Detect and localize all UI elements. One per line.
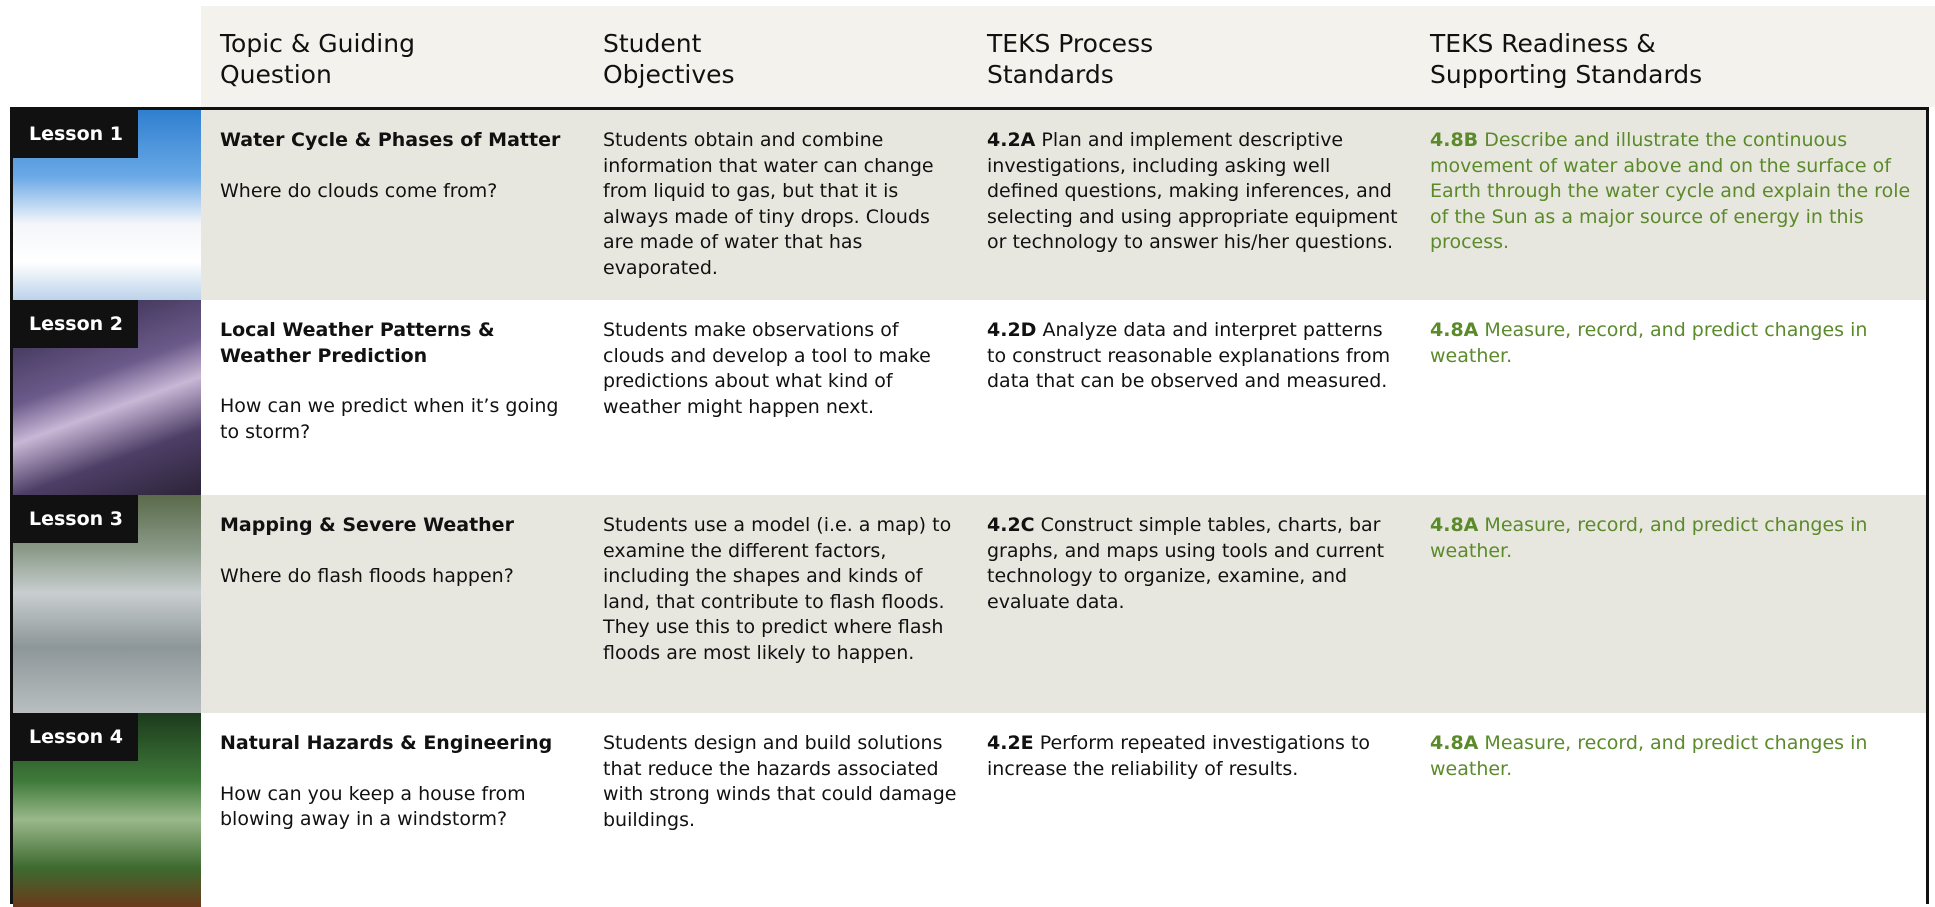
column-header: Student Objectives	[603, 29, 735, 89]
lesson-row: Lesson 3 Mapping & Severe Weather Where do…	[13, 495, 1926, 713]
topic: Local Weather Patterns & Weather Predict…	[220, 319, 495, 367]
readiness-standard: 4.8B Describe and illustrate the continu…	[1430, 128, 1920, 256]
lesson-label: Lesson 2	[13, 300, 138, 348]
topic: Mapping & Severe Weather	[220, 514, 514, 536]
topic: Water Cycle & Phases of Matter	[220, 129, 561, 151]
objectives: Students design and build solutions that…	[603, 732, 957, 831]
standard-text: Describe and illustrate the continuous m…	[1430, 129, 1911, 253]
guiding-question: How can you keep a house from blowing aw…	[220, 782, 526, 831]
lesson-label: Lesson 3	[13, 495, 138, 543]
lesson-label: Lesson 4	[13, 713, 138, 761]
readiness-standard: 4.8A Measure, record, and predict change…	[1430, 731, 1920, 782]
standard-text: Measure, record, and predict changes in …	[1430, 514, 1868, 562]
standard-text: Analyze data and interpret patterns to c…	[987, 319, 1391, 392]
process-standard: 4.2A Plan and implement descriptive inve…	[987, 128, 1407, 256]
objectives: Students obtain and combine information …	[603, 129, 934, 279]
column-header: TEKS Readiness & Supporting Standards	[1430, 29, 1703, 89]
lesson-row: Lesson 2 Local Weather Patterns & Weather…	[13, 300, 1926, 495]
lesson-label: Lesson 1	[13, 110, 138, 158]
column-header: TEKS Process Standards	[987, 29, 1154, 89]
standard-code: 4.2E	[987, 732, 1034, 754]
readiness-standard: 4.8A Measure, record, and predict change…	[1430, 318, 1920, 369]
guiding-question: Where do flash floods happen?	[220, 564, 514, 587]
topic: Natural Hazards & Engineering	[220, 732, 553, 754]
standard-code: 4.8A	[1430, 732, 1479, 754]
readiness-standard: 4.8A Measure, record, and predict change…	[1430, 513, 1920, 564]
objectives: Students make observations of clouds and…	[603, 319, 931, 418]
standard-code: 4.2A	[987, 129, 1036, 151]
guiding-question: Where do clouds come from?	[220, 179, 498, 202]
lesson-row: Lesson 4 Natural Hazards & Engineering How…	[13, 713, 1926, 907]
standard-text: Perform repeated investigations to incre…	[987, 732, 1371, 780]
column-header: Topic & Guiding Question	[220, 29, 415, 89]
process-standard: 4.2D Analyze data and interpret patterns…	[987, 318, 1407, 395]
standard-text: Plan and implement descriptive investiga…	[987, 129, 1398, 253]
table-header: Topic & Guiding Question Student Objecti…	[201, 6, 1935, 107]
standard-code: 4.8A	[1430, 319, 1479, 341]
standard-text: Measure, record, and predict changes in …	[1430, 319, 1868, 367]
lesson-row: Lesson 1 Water Cycle & Phases of Matter Wh…	[13, 110, 1926, 300]
standard-code: 4.8B	[1430, 129, 1479, 151]
standard-code: 4.2D	[987, 319, 1037, 341]
table-body: Lesson 1 Water Cycle & Phases of Matter Wh…	[10, 107, 1929, 907]
standard-text: Construct simple tables, charts, bar gra…	[987, 514, 1385, 613]
topic-cell: Local Weather Patterns & Weather Predict…	[220, 318, 580, 445]
topic-cell: Water Cycle & Phases of Matter Where do c…	[220, 128, 580, 204]
guiding-question: How can we predict when it’s going to st…	[220, 395, 559, 443]
standard-code: 4.2C	[987, 514, 1035, 536]
topic-cell: Mapping & Severe Weather Where do flash f…	[220, 513, 580, 589]
topic-cell: Natural Hazards & Engineering How can you…	[220, 731, 580, 833]
process-standard: 4.2C Construct simple tables, charts, ba…	[987, 513, 1407, 615]
process-standard: 4.2E Perform repeated investigations to …	[987, 731, 1407, 782]
standard-code: 4.8A	[1430, 514, 1479, 536]
objectives: Students use a model (i.e. a map) to exa…	[603, 514, 952, 664]
standard-text: Measure, record, and predict changes in …	[1430, 732, 1868, 780]
